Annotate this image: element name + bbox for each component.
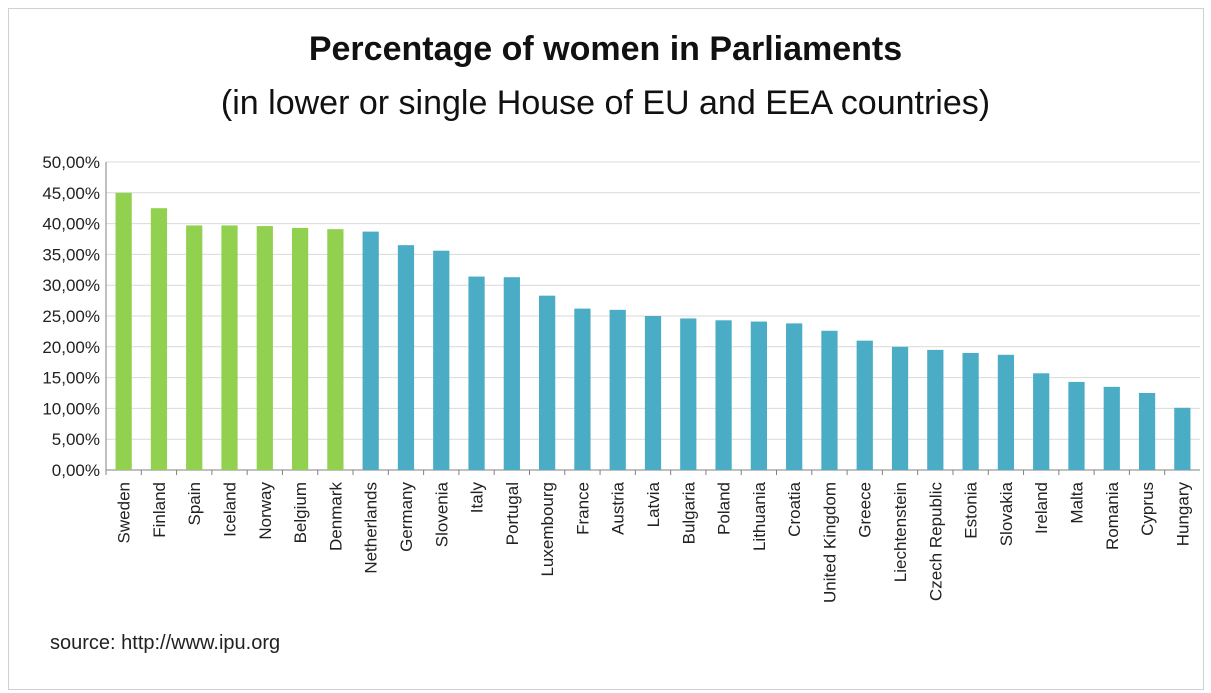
bar-malta (1068, 381, 1085, 470)
bar-spain (186, 225, 203, 470)
chart-title: Percentage of women in Parliaments (308, 30, 903, 68)
chart-frame (8, 8, 1204, 690)
x-tick-label: Poland (715, 482, 734, 535)
x-tick-label: Norway (256, 482, 275, 540)
bar-austria (609, 309, 626, 470)
x-tick-label: Slovakia (997, 481, 1016, 546)
x-tick-label: Spain (185, 482, 204, 525)
x-tick-label: Malta (1067, 481, 1086, 523)
bars (115, 192, 1191, 471)
bar-united-kingdom (821, 330, 838, 470)
source-note: source: http://www.ipu.org (50, 632, 281, 654)
x-tick-label: France (573, 482, 592, 535)
bar-luxembourg (539, 295, 556, 470)
y-tick-label: 20,00% (42, 338, 100, 357)
x-tick-label: Iceland (221, 482, 240, 537)
x-tick-label: Czech Republic (926, 482, 945, 602)
y-tick-label: 40,00% (42, 215, 100, 234)
bar-hungary (1174, 407, 1191, 470)
x-tick-label: Hungary (1173, 482, 1192, 547)
bar-liechtenstein (891, 346, 909, 470)
x-tick-label: Croatia (785, 481, 804, 536)
y-tick-label: 5,00% (52, 430, 100, 449)
bar-italy (468, 276, 485, 470)
x-tick-label: Italy (468, 482, 487, 514)
x-axis-labels: Sweden Finland Spain Iceland Norway Belgium De… (115, 481, 1193, 603)
y-tick-label: 0,00% (52, 461, 100, 480)
x-tick-label: Greece (856, 482, 875, 538)
bar-germany (397, 245, 415, 470)
y-tick-label: 45,00% (42, 184, 100, 203)
x-tick-label: Luxembourg (538, 482, 557, 577)
x-tick-label: Estonia (962, 481, 981, 538)
bar-slovakia (997, 354, 1015, 470)
bar-ireland (1033, 373, 1050, 470)
bar-sweden (115, 192, 132, 471)
bar-lithuania (750, 321, 767, 470)
bar-portugal (503, 277, 520, 470)
x-tick-label: Cyprus (1138, 482, 1157, 536)
bar-poland (715, 320, 732, 470)
y-tick-label: 15,00% (42, 369, 100, 388)
x-tick-label: Denmark (326, 482, 345, 551)
x-tick-label: Slovenia (432, 481, 451, 547)
x-tick-label: Bulgaria (679, 481, 698, 544)
x-tick-label: Germany (397, 482, 416, 552)
x-tick-label: Netherlands (362, 482, 381, 574)
bar-greece (856, 340, 873, 470)
bar-croatia (786, 323, 803, 470)
x-tick-label: Liechtenstein (891, 482, 910, 582)
bar-france (574, 308, 591, 470)
bar-czech-republic (927, 349, 944, 470)
y-tick-label: 50,00% (42, 153, 100, 172)
x-tick-label: Lithuania (750, 481, 769, 551)
y-tick-label: 25,00% (42, 307, 100, 326)
x-tick-label: Ireland (1032, 482, 1051, 534)
bar-cyprus (1138, 393, 1156, 470)
y-tick-label: 10,00% (42, 399, 100, 418)
bar-iceland (221, 225, 238, 470)
chart-subtitle: (in lower or single House of EU and EEA … (220, 84, 991, 122)
bar-latvia (644, 316, 662, 470)
x-tick-label: Belgium (291, 482, 310, 543)
x-tick-label: Romania (1103, 481, 1122, 550)
bar-bulgaria (680, 318, 697, 470)
bar-denmark (327, 229, 344, 470)
x-tick-label: Portugal (503, 482, 522, 545)
x-tick-label: Finland (150, 482, 169, 538)
x-tick-label: United Kingdom (820, 482, 839, 603)
bar-slovenia (433, 250, 450, 470)
bar-finland (150, 208, 168, 470)
y-tick-label: 35,00% (42, 245, 100, 264)
bar-romania (1103, 386, 1120, 470)
y-axis-ticks: 0,00% 5,00% 10,00% 15,00% 20,00% 25,00% 30,00%… (42, 153, 100, 480)
x-tick-label: Latvia (644, 481, 663, 527)
y-tick-label: 30,00% (42, 276, 100, 295)
x-tick-label: Austria (609, 481, 628, 534)
x-tick-label: Sweden (115, 482, 134, 543)
bar-netherlands (362, 231, 379, 470)
bar-estonia (962, 352, 979, 470)
bar-belgium (291, 227, 309, 470)
bar-norway (256, 226, 273, 470)
